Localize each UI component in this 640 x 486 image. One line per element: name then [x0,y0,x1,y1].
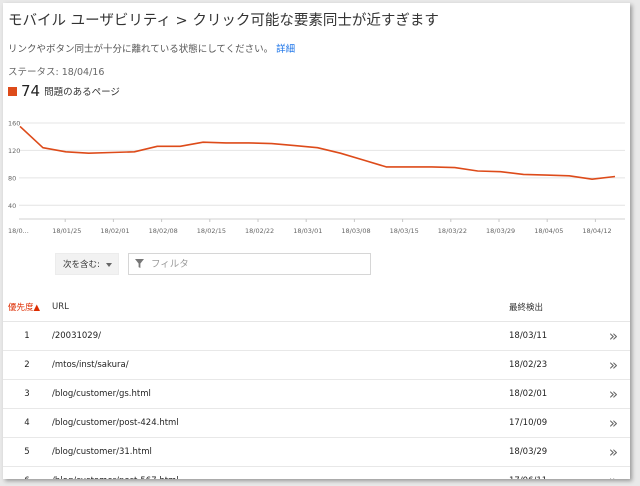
x-tick-label: 18/02/22 [245,227,274,235]
row-url: /mtos/inst/sakura/ [51,350,508,380]
row-number: 3 [3,379,51,409]
series-color-swatch [8,86,17,96]
filter-icon [135,259,144,268]
row-url: /blog/customer/post-424.html [51,408,508,438]
expand-row-icon[interactable]: » [600,350,630,380]
x-tick-label: 18/03/29 [486,227,515,235]
status-text: ステータス: 18/04/16 [8,67,105,78]
filter-input[interactable] [128,253,371,275]
table-row[interactable]: 3 /blog/customer/gs.html 18/02/01 » [3,379,630,409]
row-url: /blog/customer/31.html [51,437,508,467]
x-tick-label: 18/02/01 [100,227,129,235]
priority-column-header[interactable]: 優先度▲ [3,293,51,322]
chevron-down-icon [106,263,112,267]
row-date: 18/03/11 [508,321,600,351]
expand-row-icon[interactable]: » [600,408,630,438]
row-url: /20031029/ [51,321,508,351]
expand-row-icon[interactable]: » [600,379,630,409]
row-number: 5 [3,437,51,467]
row-number: 2 [3,350,51,380]
expand-row-icon[interactable]: » [600,437,630,467]
x-tick-label: 18/03/08 [341,227,370,235]
table-row[interactable]: 2 /mtos/inst/sakura/ 18/02/23 » [3,350,630,380]
description: リンクやボタン同士が十分に離れている状態にしてください。 詳細 [8,41,295,55]
report-card: モバイル ユーザビリティ > クリック可能な要素同士が近すぎます リンクやボタン… [3,3,630,479]
y-tick-label: 80 [8,174,16,182]
row-date: 18/02/23 [508,350,600,380]
y-tick-label: 40 [8,202,16,210]
x-tick-label: 18/03/15 [390,227,419,235]
issues-line-chart: 160 120 80 40 18/0... 18/01/25 18/02/01 18/02/0… [8,120,625,235]
filter-mode-label: 次を含む: [63,260,100,270]
page-title: モバイル ユーザビリティ > クリック可能な要素同士が近すぎます [8,13,439,29]
last-detected-column-header[interactable]: 最終検出 [508,293,600,322]
table-row[interactable]: 4 /blog/customer/post-424.html 17/10/09 … [3,408,630,438]
x-tick-label: 18/04/12 [582,227,611,235]
issue-label: 問題のあるページ [44,87,120,98]
x-tick-label: 18/04/05 [534,227,563,235]
table-header-row: 優先度▲ URL 最終検出 [3,293,630,322]
row-url: /blog/customer/post-567.html [51,466,508,479]
series-line [19,125,616,180]
row-number: 6 [3,466,51,479]
y-tick-label: 120 [8,147,20,155]
x-tick-label: 18/03/01 [293,227,322,235]
row-date: 17/06/11 [508,466,600,479]
table-row[interactable]: 1 /20031029/ 18/03/11 » [3,321,630,351]
row-date: 18/03/29 [508,437,600,467]
row-date: 18/02/01 [508,379,600,409]
row-date: 17/10/09 [508,408,600,438]
x-tick-label: 18/02/08 [149,227,178,235]
filter-mode-dropdown[interactable]: 次を含む: [55,253,119,275]
url-column-header[interactable]: URL [51,293,508,322]
url-table: 優先度▲ URL 最終検出 1 /20031029/ 18/03/11 » 2 … [3,293,630,479]
x-tick-label: 18/03/22 [438,227,467,235]
action-column-header [600,293,630,322]
expand-row-icon[interactable]: » [600,466,630,479]
issue-summary: 74 問題のあるページ [8,82,120,100]
x-tick-label: 18/02/15 [197,227,226,235]
y-tick-label: 160 [8,120,20,128]
x-tick-label: 18/01/25 [52,227,81,235]
expand-row-icon[interactable]: » [600,321,630,351]
row-url: /blog/customer/gs.html [51,379,508,409]
details-link[interactable]: 詳細 [276,44,296,55]
table-row[interactable]: 6 /blog/customer/post-567.html 17/06/11 … [3,466,630,479]
table-row[interactable]: 5 /blog/customer/31.html 18/03/29 » [3,437,630,467]
row-number: 1 [3,321,51,351]
description-text: リンクやボタン同士が十分に離れている状態にしてください。 [8,44,274,55]
x-tick-label: 18/0... [8,227,29,235]
issue-count: 74 [21,82,41,100]
row-number: 4 [3,408,51,438]
